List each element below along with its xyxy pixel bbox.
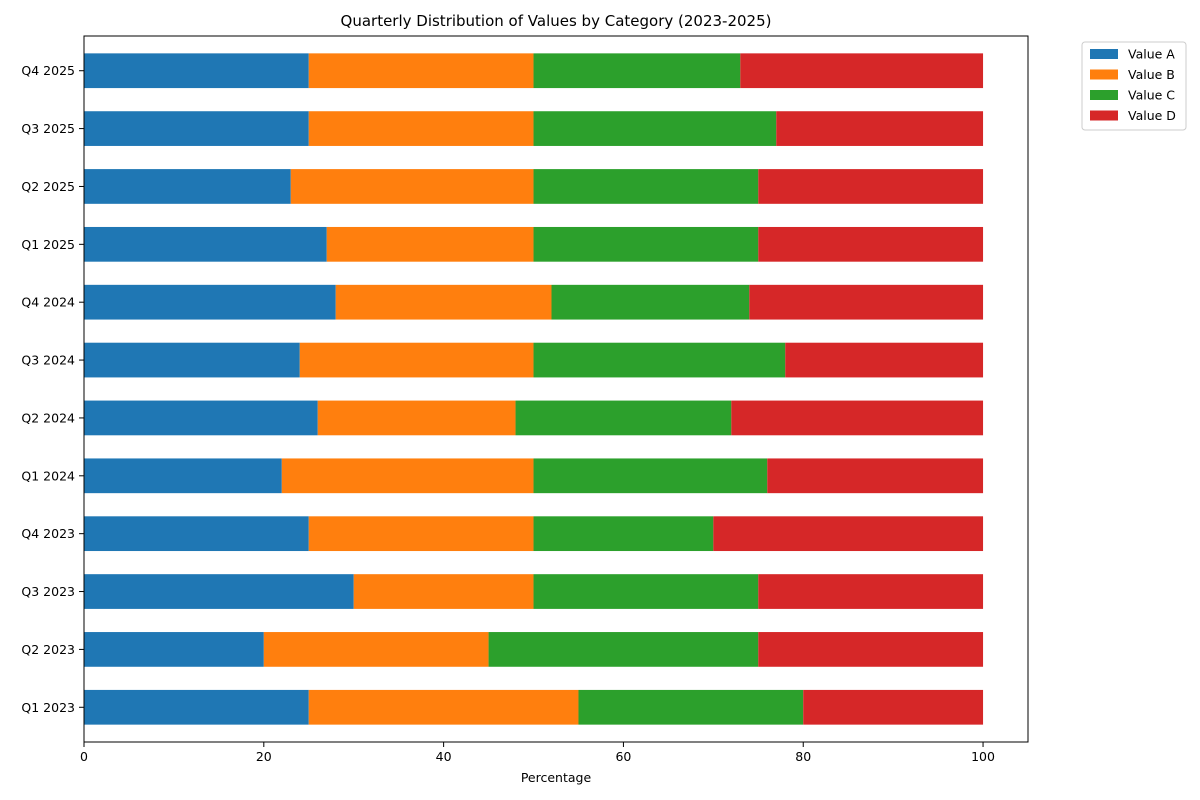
bar-value-d-q1-2023 <box>803 689 984 725</box>
bar-value-d-q3-2024 <box>785 342 984 378</box>
bar-value-c-q4-2023 <box>533 516 714 552</box>
y-tick-label: Q4 2023 <box>21 526 75 541</box>
bar-value-c-q1-2024 <box>533 458 768 494</box>
bar-value-d-q1-2025 <box>758 226 984 262</box>
bar-value-b-q1-2025 <box>326 226 534 262</box>
bar-value-c-q1-2023 <box>578 689 804 725</box>
legend-swatch <box>1090 110 1118 121</box>
bar-value-c-q3-2024 <box>533 342 786 378</box>
bar-value-a-q4-2025 <box>84 53 309 89</box>
bar-value-d-q1-2024 <box>767 458 984 494</box>
legend-swatch <box>1090 49 1118 59</box>
bar-value-b-q3-2023 <box>353 574 534 609</box>
x-axis-label: Percentage <box>521 770 592 785</box>
chart-title: Quarterly Distribution of Values by Cate… <box>341 12 772 30</box>
bar-value-b-q4-2025 <box>308 53 534 89</box>
y-tick-label: Q2 2025 <box>21 179 75 194</box>
bar-value-c-q1-2025 <box>533 226 759 262</box>
x-tick-label: 100 <box>971 749 995 764</box>
y-tick-label: Q4 2024 <box>21 295 75 310</box>
bar-value-c-q3-2023 <box>533 574 759 609</box>
bar-value-d-q2-2025 <box>758 169 984 204</box>
legend-entry-label: Value C <box>1128 88 1175 103</box>
bar-value-c-q4-2025 <box>533 53 741 89</box>
bar-value-a-q1-2025 <box>84 226 327 262</box>
legend-box <box>1081 41 1187 131</box>
x-tick-label: 40 <box>436 749 452 764</box>
y-tick-label: Q3 2023 <box>21 584 75 599</box>
y-tick-label: Q2 2023 <box>21 642 75 657</box>
bar-value-c-q4-2024 <box>551 284 750 320</box>
x-tick-label: 80 <box>795 749 811 764</box>
bar-value-a-q1-2023 <box>84 689 309 725</box>
legend-entry-label: Value D <box>1128 108 1176 123</box>
bar-value-a-q4-2023 <box>84 516 309 552</box>
bar-value-a-q4-2024 <box>84 284 336 320</box>
x-tick-label: 20 <box>256 749 272 764</box>
bar-value-c-q2-2023 <box>488 632 759 667</box>
bar-value-d-q4-2025 <box>740 53 984 89</box>
bar-value-b-q4-2023 <box>308 516 534 552</box>
x-tick-label: 0 <box>80 749 88 764</box>
y-tick-label: Q1 2024 <box>21 468 75 483</box>
plot-frame <box>83 35 1029 743</box>
bar-value-a-q2-2024 <box>84 400 318 436</box>
bar-value-a-q2-2025 <box>84 169 291 204</box>
bar-value-b-q4-2024 <box>335 284 552 320</box>
bar-value-a-q1-2024 <box>84 458 282 494</box>
bars-group <box>84 53 984 725</box>
bar-value-b-q1-2023 <box>308 689 579 725</box>
bar-value-d-q3-2025 <box>776 111 984 146</box>
bar-value-d-q2-2023 <box>758 632 984 667</box>
bar-value-c-q2-2024 <box>515 400 732 436</box>
y-tick-label: Q3 2024 <box>21 353 75 368</box>
bar-value-c-q2-2025 <box>533 169 759 204</box>
y-tick-label: Q1 2023 <box>21 700 75 715</box>
y-tick-label: Q4 2025 <box>21 63 75 78</box>
legend-entry-label: Value A <box>1128 47 1175 62</box>
x-tick-label: 60 <box>615 749 631 764</box>
bar-value-d-q4-2023 <box>713 516 984 552</box>
y-tick-label: Q3 2025 <box>21 121 75 136</box>
x-axis: 0 20 40 60 80 100 <box>80 742 995 764</box>
bar-value-c-q3-2025 <box>533 111 777 146</box>
bar-value-b-q1-2024 <box>281 458 534 494</box>
legend-swatch <box>1090 69 1118 80</box>
bar-value-a-q3-2025 <box>84 111 309 146</box>
legend-entry-label: Value B <box>1128 67 1175 82</box>
bar-value-d-q3-2023 <box>758 574 984 609</box>
y-axis: Q1 2023 Q2 2023 Q3 2023 Q4 2023 Q1 2024 Q2 20… <box>21 63 84 715</box>
bar-value-b-q3-2025 <box>308 111 534 146</box>
y-tick-label: Q2 2024 <box>21 410 75 425</box>
y-tick-label: Q1 2025 <box>21 237 75 252</box>
bar-value-b-q2-2023 <box>263 632 489 667</box>
bar-value-d-q4-2024 <box>749 284 984 320</box>
legend: Value A Value B Value C Value D <box>1081 41 1187 131</box>
bar-value-d-q2-2024 <box>731 400 984 436</box>
bar-value-a-q2-2023 <box>84 632 264 667</box>
bar-value-b-q3-2024 <box>299 342 534 378</box>
bar-value-b-q2-2024 <box>317 400 516 436</box>
legend-swatch <box>1090 90 1118 100</box>
bar-value-a-q3-2024 <box>84 342 300 378</box>
bar-value-b-q2-2025 <box>290 169 534 204</box>
bar-value-a-q3-2023 <box>84 574 354 609</box>
